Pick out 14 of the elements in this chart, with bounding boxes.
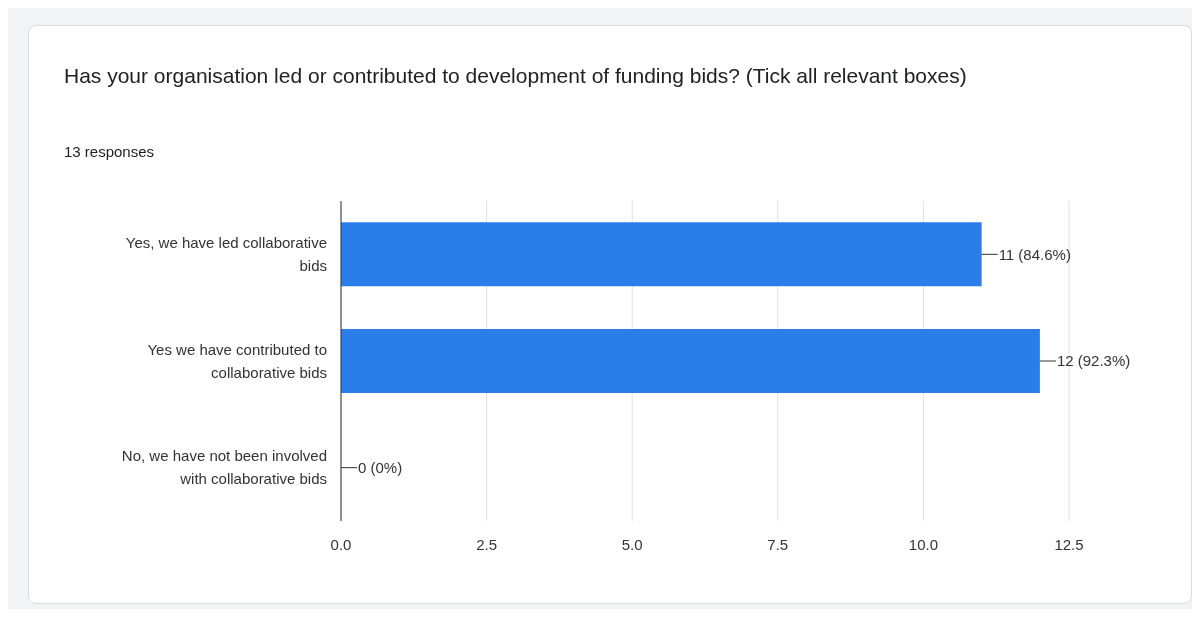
text: 13 responses — [64, 143, 155, 160]
y-tick-label: Yes we have contributed to collaborative bids — [147, 340, 327, 381]
data-label: 11 (84.6%) — [998, 245, 1071, 263]
x-tick-label: 0.0 — [330, 535, 352, 553]
chart-title: Has your organisation led or contributed to development of funding bids? (Tick all relevant boxes) — [64, 63, 968, 89]
data-label: 12 (92.3%) — [1056, 352, 1131, 370]
y-tick-label: No, we have not been involved with collaborative bids — [121, 447, 327, 488]
y-tick-label: Yes, we have led collaborative bids — [125, 234, 327, 275]
x-tick-label: 7.5 — [767, 535, 789, 553]
x-tick-label: 2.5 — [476, 535, 498, 553]
x-tick-label: 10.0 — [908, 535, 938, 553]
x-tick-label: 12.5 — [1054, 535, 1084, 553]
data-label: 0 (0%) — [358, 458, 403, 476]
x-tick-label: 5.0 — [621, 535, 643, 553]
